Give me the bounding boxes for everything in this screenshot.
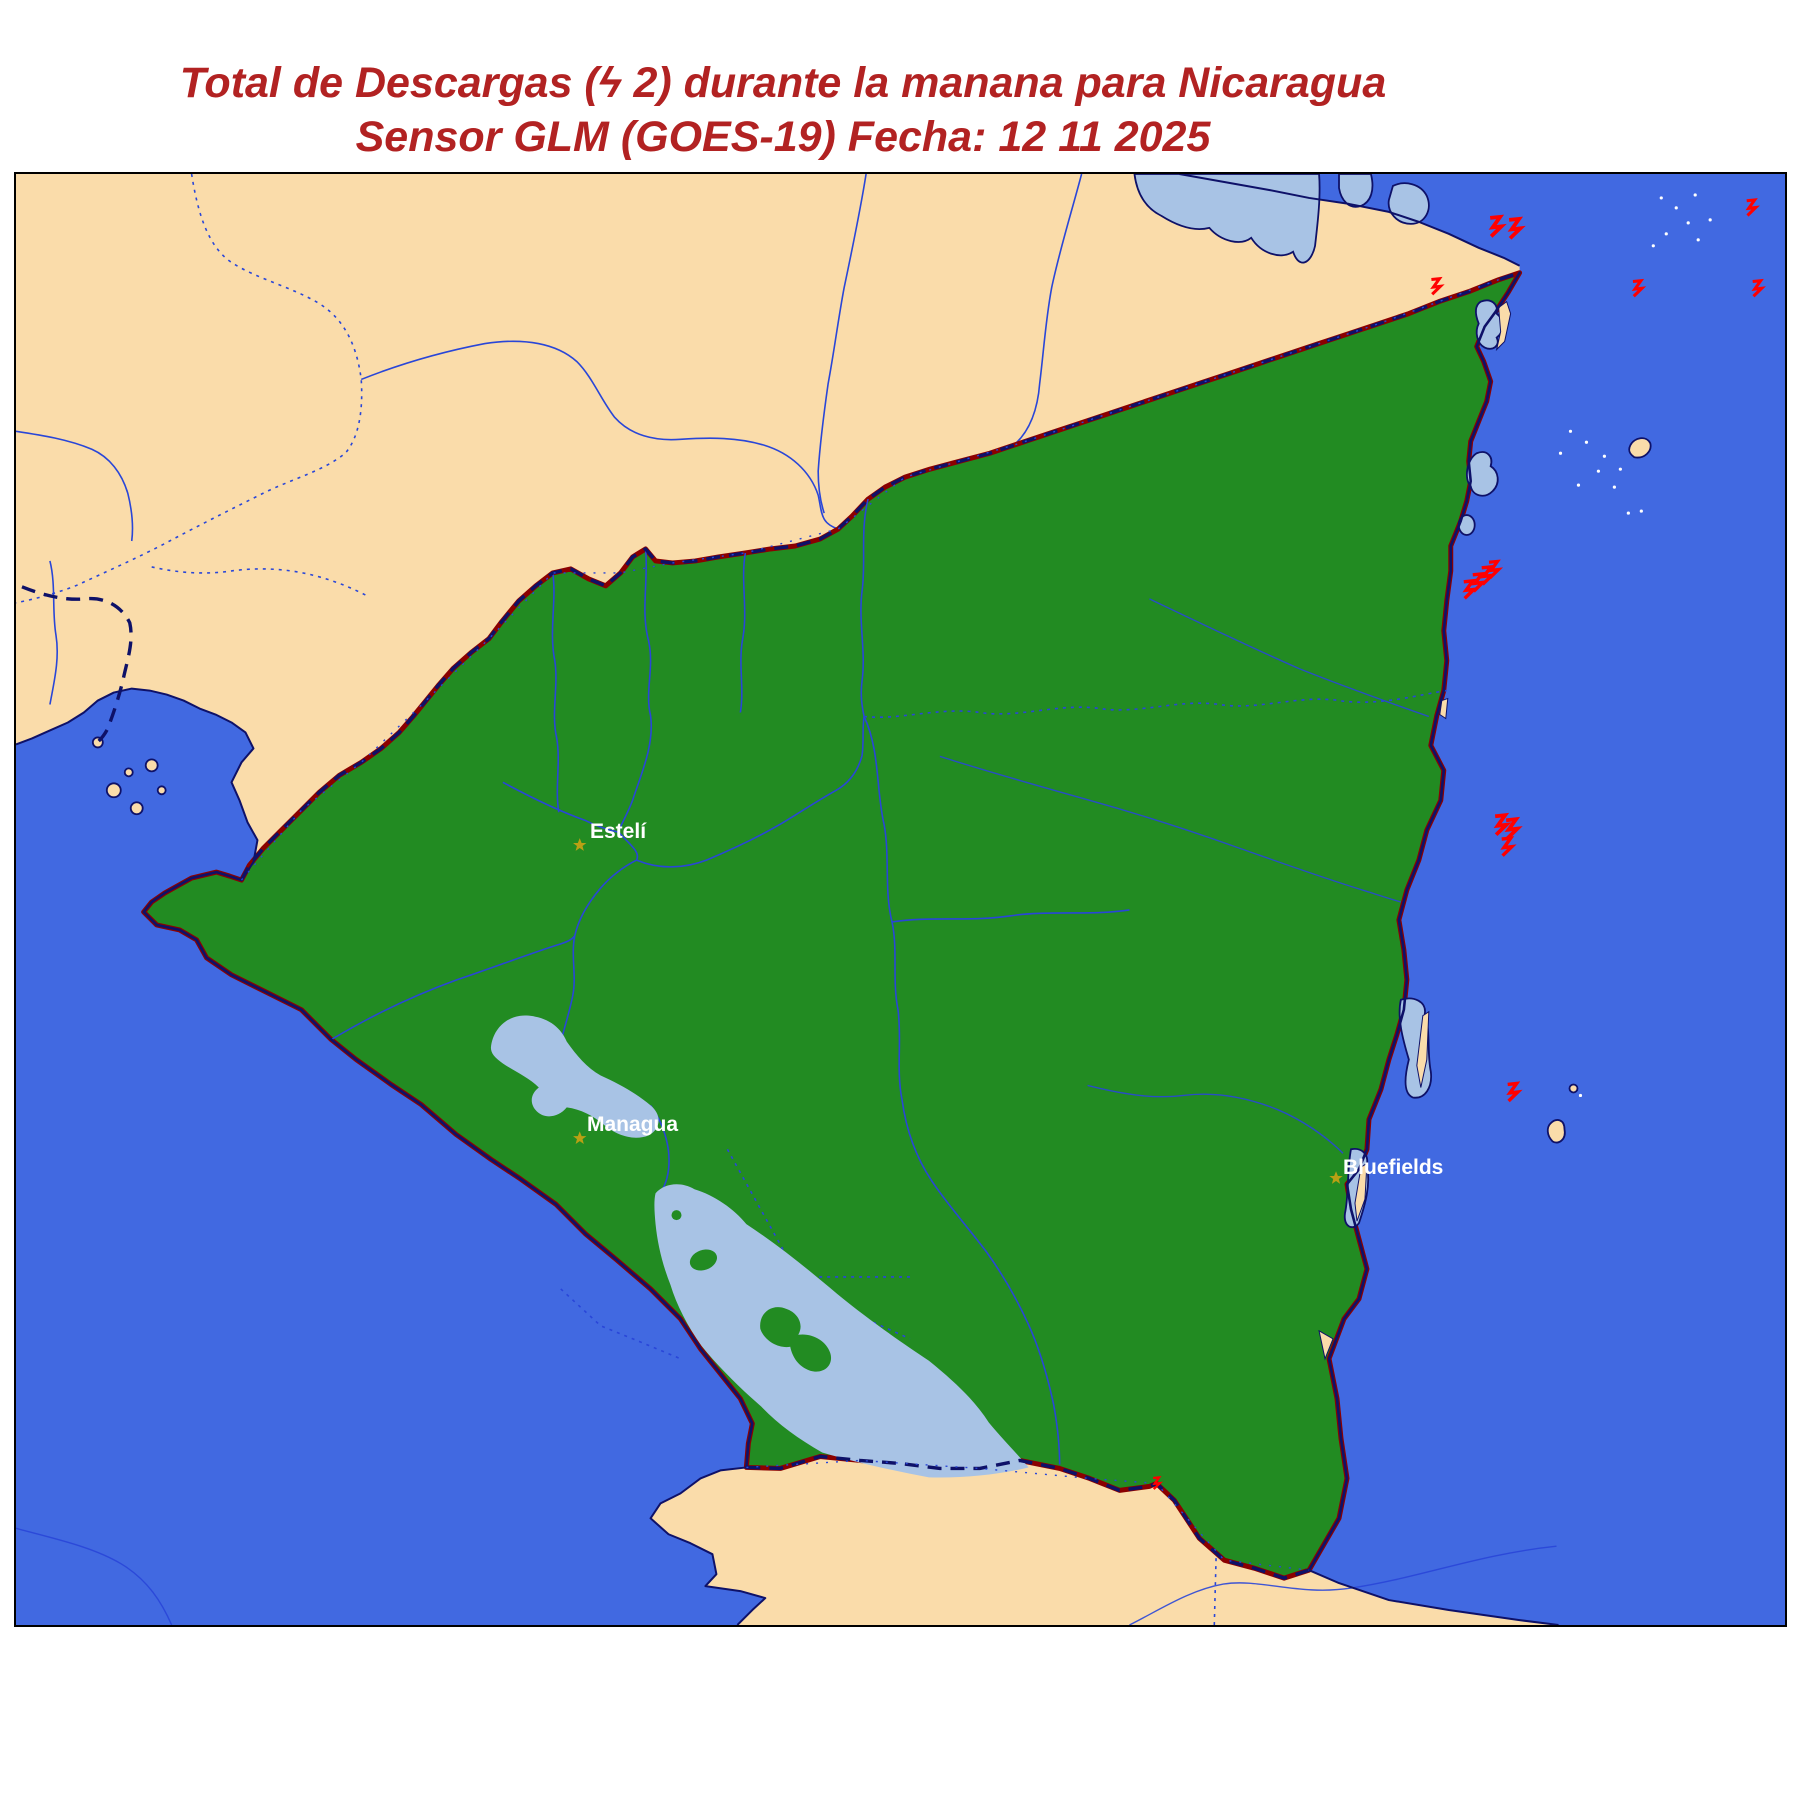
city-label: Managua bbox=[587, 1113, 679, 1136]
nicaragua-map-svg bbox=[16, 174, 1785, 1625]
miskito-cays bbox=[1558, 193, 1712, 1098]
map-title-line1: Total de Descargas (ϟ 2) durante la mana… bbox=[179, 59, 1387, 107]
nicaragua-rivers bbox=[939, 598, 1430, 1154]
lake-nicaragua bbox=[654, 1184, 1029, 1478]
international-borders bbox=[21, 271, 1521, 1580]
coastlines bbox=[16, 174, 1559, 1625]
costa-rica-rivers bbox=[16, 1527, 1557, 1625]
nicaragua-department-lines bbox=[330, 498, 1447, 1465]
lake-islands bbox=[671, 1210, 832, 1372]
lake-managua bbox=[490, 1015, 659, 1138]
offshore-islands bbox=[1546, 193, 1712, 1144]
costa-rica-land bbox=[650, 1456, 1559, 1625]
border-el-salvador-honduras bbox=[21, 585, 133, 747]
gulf-of-fonseca-islands bbox=[91, 736, 167, 816]
honduras-el-salvador-land bbox=[16, 174, 1520, 881]
map-frame bbox=[14, 172, 1787, 1627]
city-label: Estelí bbox=[590, 820, 647, 843]
caratasca-lagoons bbox=[1133, 174, 1430, 264]
border-nicaragua-costa-rica bbox=[746, 1454, 1310, 1580]
map-title-line2: Sensor GLM (GOES-19) Fecha: 12 11 2025 bbox=[355, 113, 1211, 161]
city-label: Bluefields bbox=[1343, 1156, 1444, 1179]
barrier-islands bbox=[1318, 300, 1512, 1361]
map-title: Total de Descargas (ϟ 2) durante la mana… bbox=[180, 56, 1386, 164]
